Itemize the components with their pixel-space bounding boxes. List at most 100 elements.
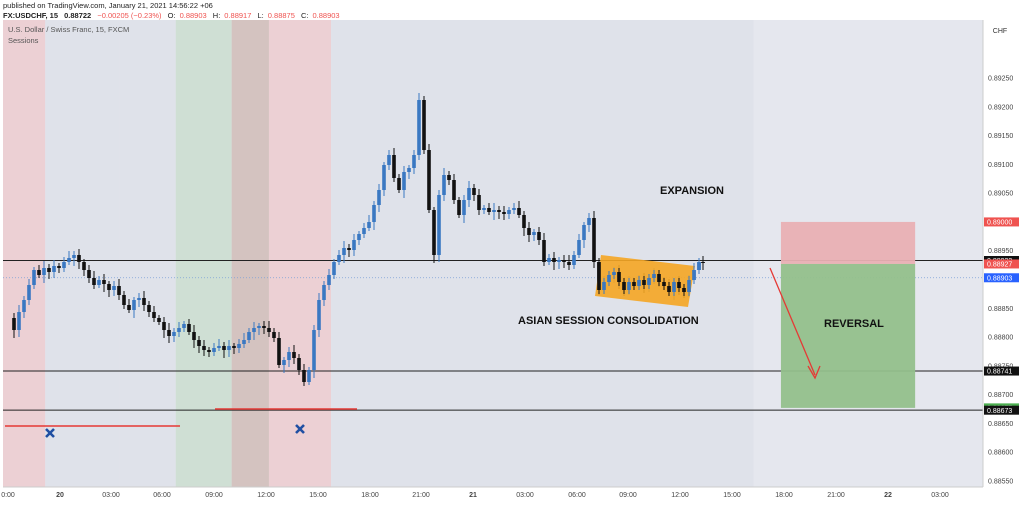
close-label: C: [300,11,309,20]
candle-body [537,232,541,240]
candle-body [27,285,31,300]
candle-body [92,278,96,285]
candle-body [412,155,416,168]
candle-body [127,305,131,310]
time-axis[interactable]: 0:00 20 03:00 06:00 09:00 12:00 15:00 18:00 21:0… [1,486,983,499]
time-tick: 03:00 [516,492,534,499]
publish-line: published on TradingView.com, January 21… [3,1,213,10]
candle-body [47,268,51,272]
candle-body [392,155,396,178]
candle-body [37,270,41,275]
price-tag [984,405,1019,415]
candle-body [262,326,266,328]
reversal-label: REVERSAL [824,318,884,330]
candle-body [327,275,331,285]
candle-body [152,312,156,318]
session-band [175,20,232,487]
consolidation-label: ASIAN SESSION CONSOLIDATION [518,315,699,327]
expansion-label: EXPANSION [660,185,724,197]
time-tick: 06:00 [568,492,586,499]
time-tick: 09:00 [205,492,223,499]
candle-body [497,210,501,212]
legend-indicator: Sessions [8,36,39,45]
target-boxes [780,221,916,408]
candle-body [457,200,461,215]
candle-body [187,324,191,332]
target-box [780,263,916,408]
candle-body [52,266,56,272]
candle-body [637,280,641,286]
candle-body [532,232,536,235]
candle-body [257,326,261,328]
price-tick: 0.88550 [988,479,1013,486]
session-band [231,20,269,487]
candle-body [87,270,91,278]
candle-body [417,100,421,155]
price-tick: 0.88800 [988,335,1013,342]
candle-body [277,338,281,365]
candle-body [552,258,556,262]
candle-body [572,255,576,265]
candle-body [267,328,271,332]
candle-body [97,280,101,285]
candle-body [287,352,291,360]
price-tag [984,217,1019,227]
price-axis[interactable]: CHF0.889500.889000.888500.888000.887500.… [982,20,1024,501]
candle-body [632,282,636,286]
candle-body [147,305,151,312]
candle-body [467,188,471,200]
candle-body [282,360,286,365]
candle-body [597,262,601,290]
candle-body [102,280,106,284]
candle-body [77,255,81,262]
last-price: 0.88722 [64,11,92,20]
candle-body [567,262,571,265]
candle-body [57,266,61,268]
time-tick: 22 [884,492,892,499]
candle-body [592,218,596,262]
candle-body [32,270,36,285]
symbol: FX:USDCHF, 15 [3,11,59,20]
candle-body [197,340,201,346]
candle-body [492,210,496,212]
time-tick: 20 [56,492,64,499]
candle-body [672,282,676,292]
candle-body [447,175,451,180]
candle-body [507,210,511,214]
time-tick: 12:00 [257,492,275,499]
time-tick: 18:00 [775,492,793,499]
candle-body [377,190,381,205]
low-value: 0.88875 [267,11,295,20]
candle-body [602,282,606,290]
time-tick: 06:00 [153,492,171,499]
price-tick: 0.88850 [988,306,1013,313]
price-tag-text: 0.88903 [987,275,1012,282]
candle-body [167,330,171,336]
high-label: H: [212,11,221,20]
candle-body [332,262,336,275]
session-band [45,20,120,487]
close-value: 0.88903 [312,11,340,20]
candle-body [252,328,256,332]
price-tick: 0.89150 [988,133,1013,140]
candle-body [117,286,121,295]
candle-body [322,285,326,300]
candle-body [667,286,671,292]
candle-body [517,208,521,215]
price-tag [984,366,1019,376]
candle-body [487,208,491,212]
reversal-arrowhead [807,365,821,380]
candle-body [502,212,506,214]
marker-x-icon [45,428,55,438]
candle-body [367,222,371,228]
candle-body [522,215,526,228]
candle-body [342,248,346,255]
candle-body [527,228,531,235]
price-tag [984,259,1019,269]
candle-body [372,205,376,222]
candle-body [72,255,76,258]
price-tick: 0.89250 [988,76,1013,83]
candle-body [687,280,691,292]
time-tick: 12:00 [671,492,689,499]
